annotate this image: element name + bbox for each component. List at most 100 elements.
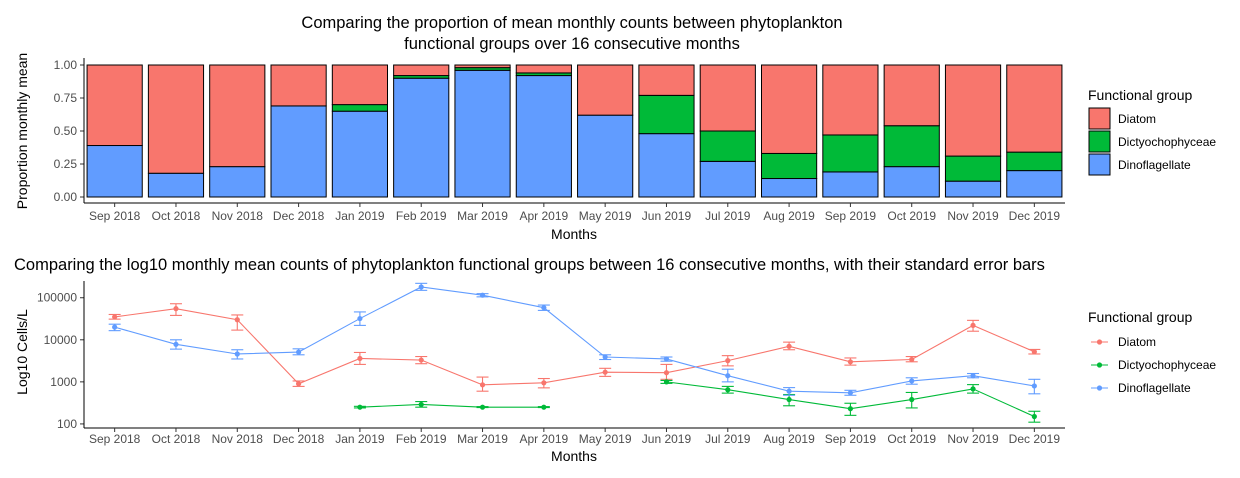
bottom-y-tick-label: 100 <box>57 417 77 431</box>
log-counts-chart: Comparing the log10 monthly mean counts … <box>14 256 1216 464</box>
data-point-diatom <box>295 381 302 387</box>
bottom-x-tick-label: Dec 2018 <box>273 432 325 446</box>
top-x-ticks: Sep 2018 Oct 2018 Nov 2018 Dec 2018 Jan 2019… <box>89 203 1060 223</box>
bottom-x-tick-label: Oct 2018 <box>152 432 201 446</box>
top-legend-swatch-diatom <box>1088 107 1111 130</box>
top-x-tick-label: Oct 2018 <box>152 209 201 223</box>
data-point-dinoflagellate <box>663 356 670 362</box>
data-point-diatom <box>725 358 731 364</box>
proportion-chart: Comparing the proportion of mean monthly… <box>14 14 1216 242</box>
bar-segment-dinoflagellate <box>147 172 205 198</box>
data-point-dictyochophyceae <box>970 386 976 392</box>
bar-segment-dictyochophyceae <box>944 155 1002 182</box>
bottom-series <box>108 282 1041 423</box>
top-x-tick-label: Jul 2019 <box>705 209 751 223</box>
data-point-diatom <box>479 382 486 388</box>
top-x-axis-title: Months <box>551 226 597 242</box>
bottom-x-tick-label: Mar 2019 <box>457 432 508 446</box>
series-line-dinoflagellate <box>114 286 1035 394</box>
bottom-x-tick-label: Aug 2019 <box>763 432 815 446</box>
bar-segment-dinoflagellate <box>638 133 695 198</box>
data-point-diatom <box>909 356 915 363</box>
bar-segment-diatom <box>209 64 266 168</box>
bar-segment-dinoflagellate <box>883 166 940 198</box>
top-bars <box>86 64 1063 198</box>
top-x-tick-label: Sep 2018 <box>89 209 141 223</box>
bottom-y-ticks: 100 1000 10000 100000 <box>37 291 84 431</box>
bottom-x-tick-label: Jan 2019 <box>335 432 385 446</box>
data-point-diatom <box>847 359 854 365</box>
top-legend-swatch-dictyochophyceae <box>1088 130 1111 153</box>
bar-segment-dictyochophyceae <box>699 130 756 162</box>
data-point-dictyochophyceae <box>418 401 424 408</box>
top-x-tick-label: Jun 2019 <box>642 209 692 223</box>
bar-segment-diatom <box>1006 64 1063 153</box>
bar-segment-diatom <box>270 64 327 107</box>
top-x-tick-label: Apr 2019 <box>519 209 568 223</box>
data-point-dictyochophyceae <box>357 404 363 410</box>
top-x-tick-label: Jan 2019 <box>335 209 385 223</box>
data-point-dinoflagellate <box>1031 383 1037 389</box>
top-legend-swatch-dinoflagellate <box>1088 153 1111 176</box>
bar-segment-diatom <box>577 64 634 116</box>
bottom-x-tick-label: Sep 2018 <box>89 432 141 446</box>
bottom-y-tick-label: 1000 <box>50 375 77 389</box>
bar-segment-dinoflagellate <box>577 114 634 198</box>
bottom-x-ticks: Sep 2018 Oct 2018 Nov 2018 Dec 2018 Jan 2019… <box>89 428 1060 446</box>
series-line-dictyochophyceae <box>359 403 544 408</box>
bar-segment-diatom <box>515 64 572 74</box>
bar-segment-diatom <box>393 64 450 77</box>
bar-segment-dictyochophyceae <box>331 104 388 112</box>
top-legend-label-diatom: Diatom <box>1118 112 1156 126</box>
data-point-dinoflagellate <box>847 390 854 396</box>
data-point-diatom <box>112 314 118 320</box>
data-point-dictyochophyceae <box>663 379 670 385</box>
bar-segment-diatom <box>147 64 205 174</box>
bar-segment-dinoflagellate <box>86 145 143 198</box>
data-point-dinoflagellate <box>602 354 608 360</box>
series-line-diatom <box>114 308 1035 386</box>
bar-segment-diatom <box>761 64 818 154</box>
bar-segment-diatom <box>822 64 879 136</box>
bottom-legend-label-diatom: Diatom <box>1118 335 1156 349</box>
bar-segment-diatom <box>944 64 1002 157</box>
series-diatom <box>108 303 1041 392</box>
bar-segment-dinoflagellate <box>393 77 450 198</box>
data-point-diatom <box>970 322 976 328</box>
bottom-x-tick-label: Feb 2019 <box>396 432 447 446</box>
bar-segment-diatom <box>883 64 940 127</box>
top-x-tick-label: Nov 2019 <box>947 209 999 223</box>
top-y-ticks: 0.00 0.25 0.50 0.75 1.00 <box>54 58 84 204</box>
data-point-diatom <box>663 370 670 376</box>
top-x-tick-label: Dec 2018 <box>273 209 325 223</box>
data-point-dictyochophyceae <box>479 404 486 410</box>
top-x-tick-label: Dec 2019 <box>1009 209 1061 223</box>
bar-segment-dictyochophyceae <box>822 134 879 173</box>
data-point-dinoflagellate <box>112 324 118 330</box>
top-x-tick-label: Oct 2019 <box>887 209 936 223</box>
bottom-legend-label-dictyochophyceae: Dictyochophyceae <box>1118 358 1216 372</box>
top-legend-title: Functional group <box>1088 87 1193 103</box>
series-dictyochophyceae <box>353 379 1041 423</box>
data-point-dictyochophyceae <box>847 406 854 412</box>
bar-segment-diatom <box>454 64 511 69</box>
top-chart-title-line1: Comparing the proportion of mean monthly… <box>301 14 842 32</box>
data-point-dictyochophyceae <box>725 387 731 393</box>
data-point-dinoflagellate <box>725 373 731 379</box>
data-point-diatom <box>541 380 547 386</box>
bottom-legend: Functional group Diatom Dictyochophyceae Di… <box>1088 309 1216 395</box>
top-y-axis-title: Proportion monthly mean <box>14 53 30 209</box>
data-point-dinoflagellate <box>295 349 302 355</box>
bar-segment-diatom <box>638 64 695 96</box>
data-point-diatom <box>418 357 424 363</box>
bar-segment-dictyochophyceae <box>1006 151 1063 172</box>
data-point-diatom <box>357 355 363 362</box>
data-point-dictyochophyceae <box>786 396 792 403</box>
top-legend: Functional group Diatom Dictyochophyceae Di… <box>1088 87 1216 176</box>
top-y-tick-label: 0.25 <box>54 157 78 171</box>
bar-segment-dinoflagellate <box>699 160 756 198</box>
data-point-diatom <box>602 369 608 375</box>
bar-segment-diatom <box>699 64 756 132</box>
